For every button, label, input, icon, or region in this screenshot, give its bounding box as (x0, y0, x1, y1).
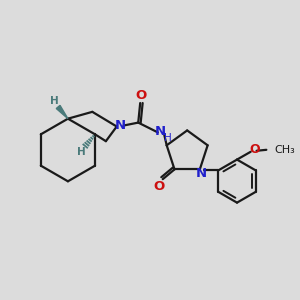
Text: H: H (77, 147, 86, 157)
Polygon shape (56, 105, 68, 119)
Text: N: N (196, 167, 207, 180)
Text: CH₃: CH₃ (274, 145, 295, 155)
Text: N: N (115, 119, 126, 132)
Text: O: O (249, 143, 260, 156)
Text: H: H (50, 96, 58, 106)
Text: O: O (136, 89, 147, 102)
Text: O: O (153, 179, 164, 193)
Text: N: N (155, 125, 166, 138)
Text: H: H (164, 133, 172, 143)
